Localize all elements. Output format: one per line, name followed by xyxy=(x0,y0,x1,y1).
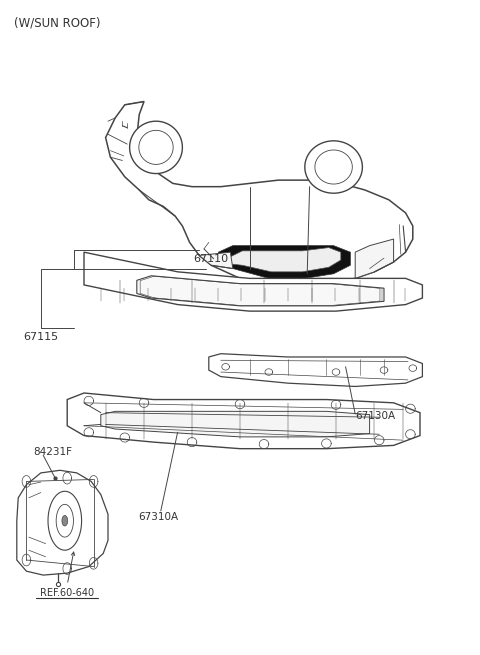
Polygon shape xyxy=(84,252,422,311)
Polygon shape xyxy=(137,276,384,306)
Polygon shape xyxy=(101,411,370,437)
Polygon shape xyxy=(199,252,233,269)
Polygon shape xyxy=(218,246,350,278)
Polygon shape xyxy=(106,102,413,285)
Polygon shape xyxy=(305,141,362,193)
Polygon shape xyxy=(67,393,420,449)
Text: 67130A: 67130A xyxy=(355,411,396,421)
Text: REF.60-640: REF.60-640 xyxy=(40,588,94,598)
Polygon shape xyxy=(355,239,394,278)
Text: (W/SUN ROOF): (W/SUN ROOF) xyxy=(14,16,101,29)
Polygon shape xyxy=(130,121,182,174)
Text: 84231F: 84231F xyxy=(34,447,72,457)
Polygon shape xyxy=(139,130,173,164)
Polygon shape xyxy=(62,515,68,526)
Polygon shape xyxy=(56,504,73,537)
Text: 67115: 67115 xyxy=(23,332,59,343)
Polygon shape xyxy=(17,470,108,575)
Text: 67310A: 67310A xyxy=(138,512,179,523)
Polygon shape xyxy=(48,491,82,550)
Text: 67110: 67110 xyxy=(193,253,229,264)
Polygon shape xyxy=(315,150,352,184)
Polygon shape xyxy=(209,354,422,386)
Polygon shape xyxy=(230,248,341,272)
